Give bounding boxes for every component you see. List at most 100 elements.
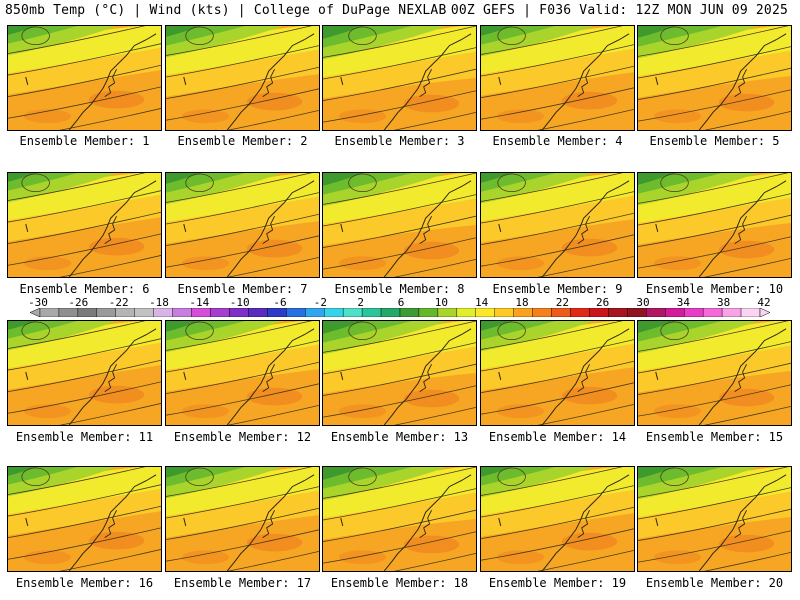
colorbar-segment [267, 308, 287, 317]
ensemble-map-15 [637, 320, 792, 426]
ensemble-member-label: Ensemble Member: 9 [492, 282, 623, 296]
colorbar-tick-label: 10 [434, 296, 448, 309]
colorbar-tick-label: 38 [717, 296, 731, 309]
ensemble-map-13 [322, 320, 477, 426]
colorbar-segment [96, 308, 116, 317]
ensemble-map-4 [480, 25, 635, 131]
colorbar-tick-label: 34 [676, 296, 690, 309]
ensemble-map-18 [322, 466, 477, 572]
colorbar-segment [721, 308, 742, 317]
colorbar-segment [134, 308, 154, 317]
colorbar-segment [532, 308, 552, 317]
colorbar-tick-label: -2 [313, 296, 327, 309]
ensemble-map-20 [637, 466, 792, 572]
colorbar-right-arrow [759, 308, 770, 317]
ensemble-member-label: Ensemble Member: 10 [645, 282, 784, 296]
ensemble-member-label: Ensemble Member: 4 [492, 134, 623, 148]
colorbar-segment [418, 308, 439, 317]
colorbar-segment [399, 308, 420, 317]
ensemble-member-label: Ensemble Member: 20 [645, 576, 784, 590]
colorbar-tick-label: -14 [189, 296, 210, 309]
colorbar-segment [684, 308, 704, 317]
colorbar-left-arrow [30, 308, 41, 317]
colorbar-tick-labels: -30 -26 -22 -18 -14 -10 -6 -2 2 6 10 14 18 22 26 30 34 38… [0, 296, 800, 309]
ensemble-map-6 [7, 172, 162, 278]
colorbar-segment [286, 308, 306, 317]
ensemble-map-12 [165, 320, 320, 426]
colorbar-segment [740, 308, 761, 317]
ensemble-member-label: Ensemble Member: 1 [19, 134, 150, 148]
colorbar-segment [58, 308, 79, 317]
ensemble-member-label: Ensemble Member: 8 [334, 282, 465, 296]
ensemble-map-8 [322, 172, 477, 278]
colorbar-segment [475, 308, 495, 317]
ensemble-member-label: Ensemble Member: 3 [334, 134, 465, 148]
colorbar-segment [172, 308, 192, 317]
colorbar-segment [191, 308, 211, 317]
colorbar-segment [380, 308, 401, 317]
colorbar-segment [702, 308, 723, 317]
colorbar-segment [361, 308, 382, 317]
colorbar-segment [551, 308, 571, 317]
ensemble-member-label: Ensemble Member: 14 [488, 430, 627, 444]
ensemble-member-label: Ensemble Member: 11 [15, 430, 154, 444]
colorbar-segment [39, 308, 60, 317]
colorbar-segment [589, 308, 609, 317]
ensemble-member-label: Ensemble Member: 13 [330, 430, 469, 444]
ensemble-member-label: Ensemble Member: 16 [15, 576, 154, 590]
colorbar-segment [248, 308, 268, 317]
ensemble-member-label: Ensemble Member: 15 [645, 430, 784, 444]
colorbar-tick-label: 14 [475, 296, 489, 309]
colorbar-tick-label: 2 [357, 296, 364, 309]
ensemble-map-9 [480, 172, 635, 278]
ensemble-member-label: Ensemble Member: 18 [330, 576, 469, 590]
ensemble-map-7 [165, 172, 320, 278]
ensemble-member-label: Ensemble Member: 17 [173, 576, 312, 590]
colorbar-segment [324, 308, 344, 317]
colorbar-tick-label: 22 [555, 296, 569, 309]
ensemble-member-label: Ensemble Member: 6 [19, 282, 150, 296]
ensemble-map-19 [480, 466, 635, 572]
colorbar-tick-label: -6 [273, 296, 287, 309]
colorbar-tick-label: 42 [757, 296, 771, 309]
colorbar-segment [570, 308, 590, 317]
colorbar-tick-label: 30 [636, 296, 650, 309]
ensemble-member-label: Ensemble Member: 19 [488, 576, 627, 590]
colorbar-segment [665, 308, 685, 317]
colorbar-segment [646, 308, 666, 317]
ensemble-member-label: Ensemble Member: 7 [177, 282, 308, 296]
ensemble-map-17 [165, 466, 320, 572]
ensemble-map-5 [637, 25, 792, 131]
ensemble-map-2 [165, 25, 320, 131]
colorbar-segment [608, 308, 628, 317]
colorbar-segment [210, 308, 230, 317]
colorbar-segment [153, 308, 173, 317]
temperature-colorbar [30, 308, 770, 317]
valid-time: 00Z GEFS | F036 Valid: 12Z MON JUN 09 20… [450, 3, 788, 18]
colorbar-tick-label: 18 [515, 296, 529, 309]
ensemble-map-1 [7, 25, 162, 131]
colorbar-tick-label: -30 [28, 296, 48, 309]
ensemble-member-label: Ensemble Member: 12 [173, 430, 312, 444]
colorbar-segment [115, 308, 135, 317]
colorbar-segment [305, 308, 325, 317]
map-title: 850mb Temp (°C) | Wind (kts) | College o… [5, 3, 447, 18]
colorbar-tick-label: -18 [149, 296, 169, 309]
colorbar-segment [513, 308, 533, 317]
ensemble-member-label: Ensemble Member: 5 [649, 134, 780, 148]
colorbar-segment [229, 308, 249, 317]
colorbar-tick-label: 26 [596, 296, 610, 309]
ensemble-map-3 [322, 25, 477, 131]
colorbar-tick-label: -10 [229, 296, 250, 309]
colorbar-segment [494, 308, 514, 317]
ensemble-map-16 [7, 466, 162, 572]
colorbar-tick-label: 6 [397, 296, 405, 309]
colorbar-segment [342, 308, 363, 317]
ensemble-map-14 [480, 320, 635, 426]
ensemble-map-10 [637, 172, 792, 278]
ensemble-member-label: Ensemble Member: 2 [177, 134, 308, 148]
colorbar-tick-label: -26 [68, 296, 89, 309]
ensemble-map-11 [7, 320, 162, 426]
colorbar-tick-label: -22 [108, 296, 129, 309]
colorbar-segment [437, 308, 458, 317]
